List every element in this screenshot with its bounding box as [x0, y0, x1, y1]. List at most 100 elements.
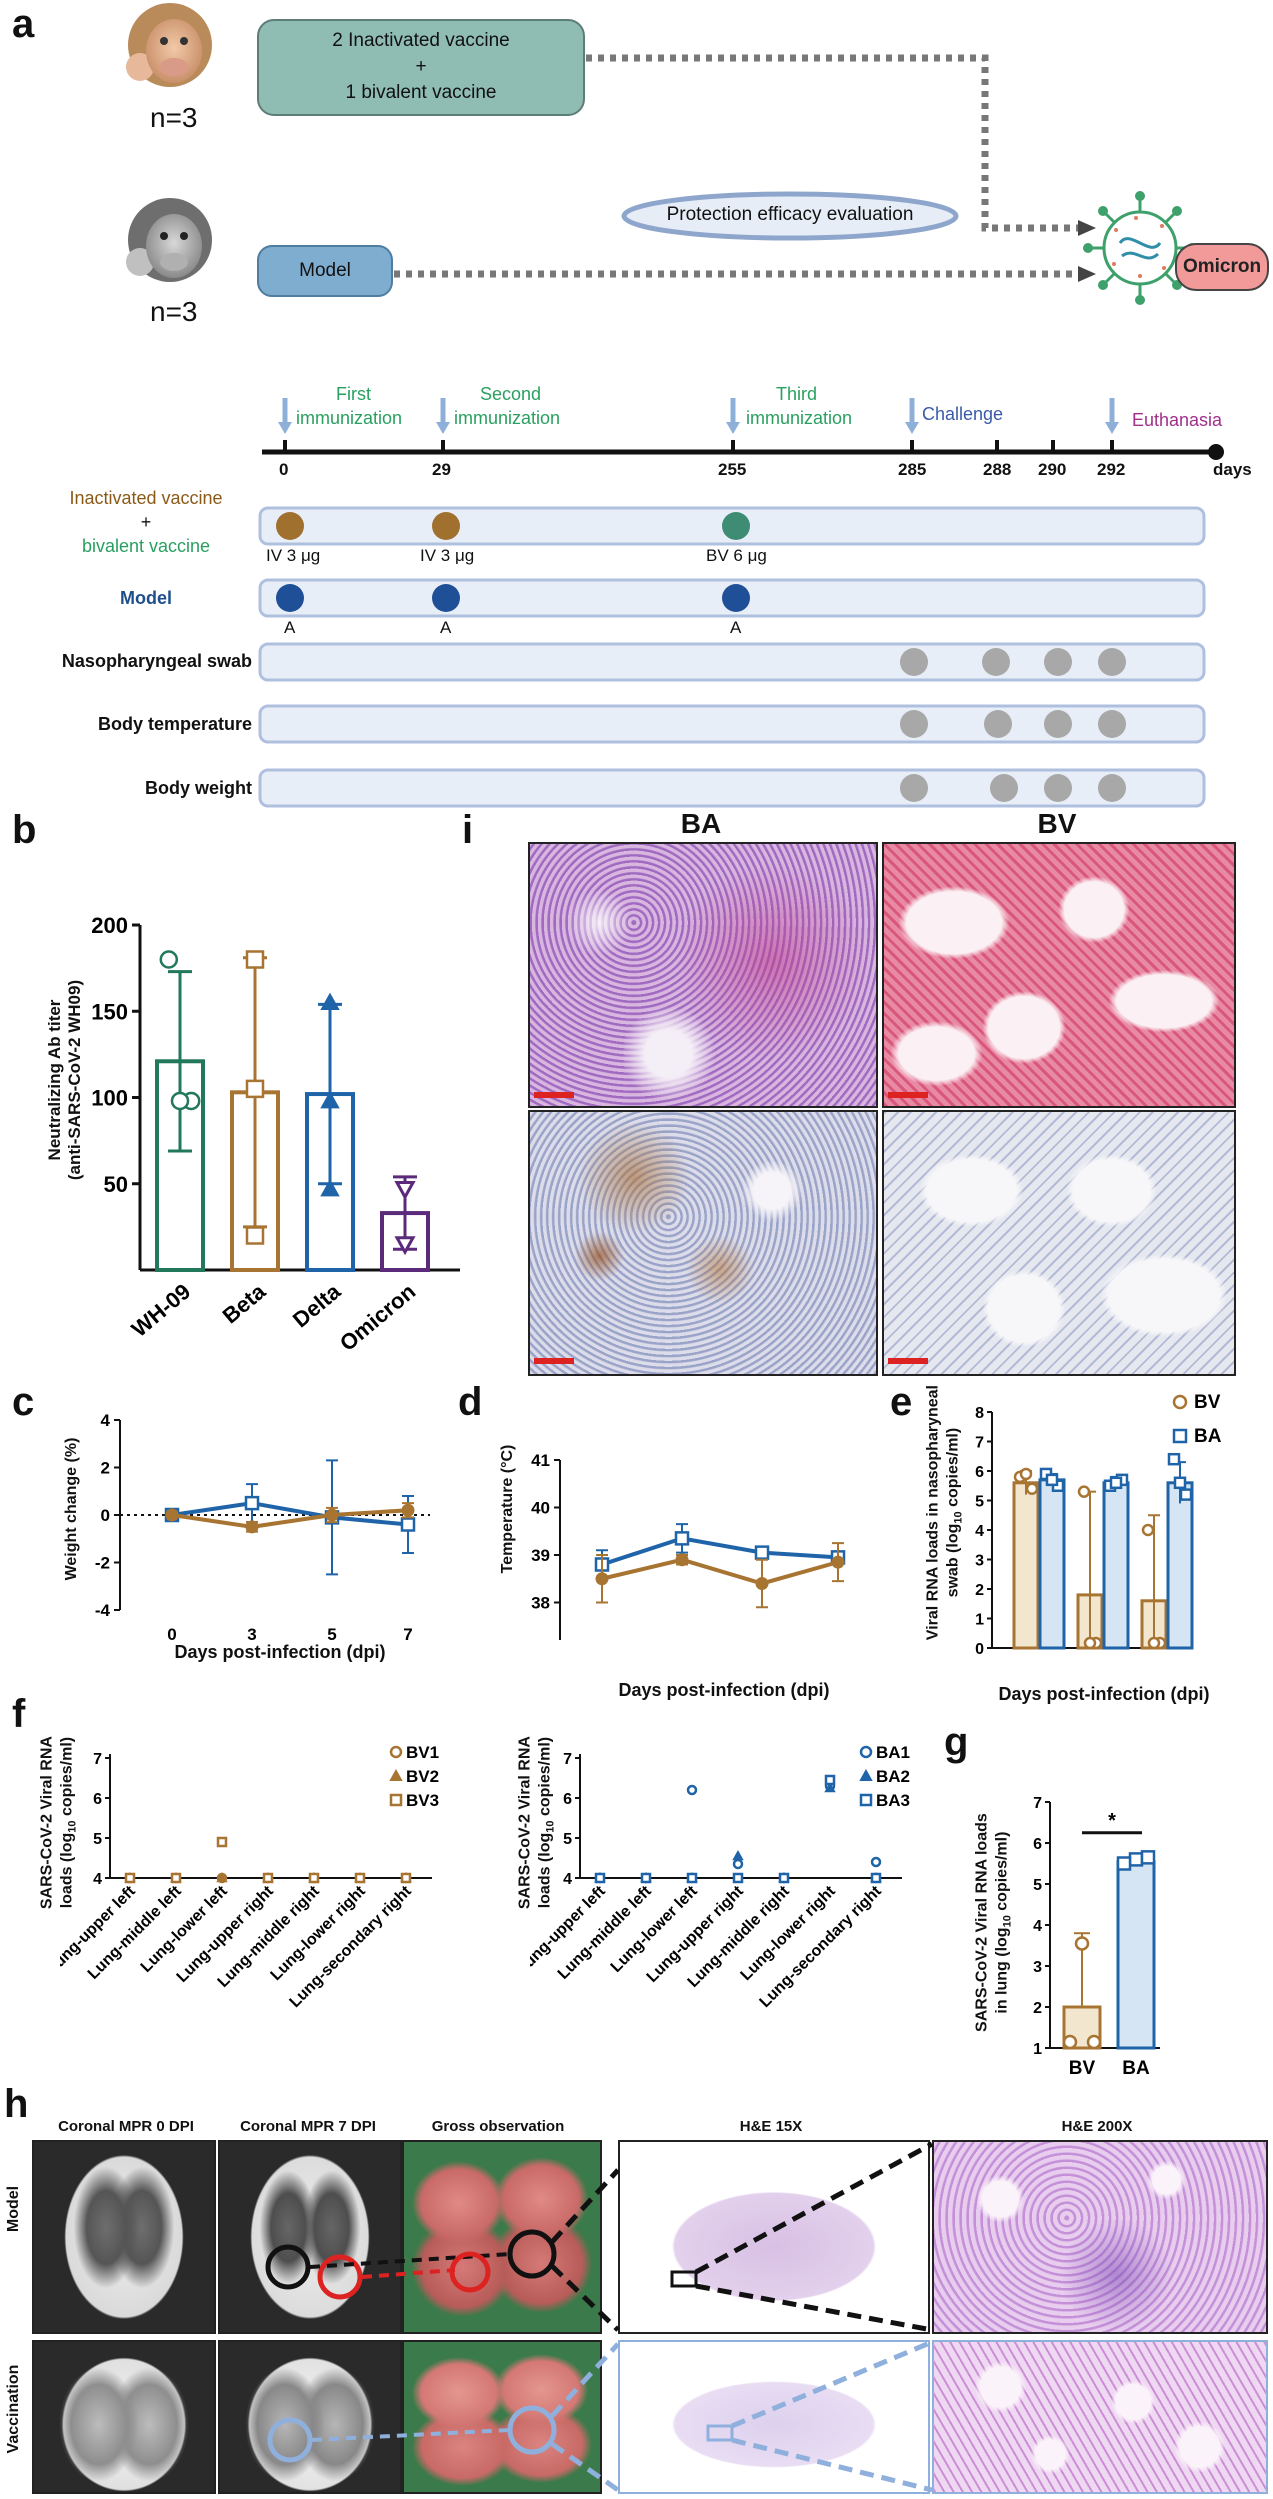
dose-dot: [276, 512, 304, 540]
y-tick-label: 38: [531, 1594, 550, 1613]
data-point: [124, 1872, 136, 1884]
data-point: [320, 992, 340, 1011]
series-line: [601, 1536, 839, 1567]
h-header: H&E 15X: [739, 2118, 803, 2135]
data-point: [732, 1849, 744, 1861]
dose-dot: [276, 584, 304, 612]
day-tick: 255: [718, 460, 747, 479]
x-tick-label: 0: [167, 1625, 176, 1640]
chart-d-xlabel: Days post-infection (dpi): [618, 1680, 830, 1700]
row-label-swab: Nasopharyngeal swab: [61, 651, 252, 671]
data-point: [400, 1517, 416, 1532]
x-tick-label: Beta: [218, 1278, 271, 1328]
row-label-vaccine-1: Inactivated vaccine: [69, 488, 223, 508]
day-tick: 292: [1097, 460, 1126, 479]
x-tick-label: Omicron: [335, 1279, 420, 1356]
y-tick-label: 6: [93, 1791, 102, 1808]
legend-label: BA1: [876, 1743, 910, 1762]
y-tick-label: 0: [101, 1506, 110, 1525]
data-point: [165, 1508, 179, 1522]
y-tick-label: 7: [1033, 1795, 1042, 1812]
data-point: [754, 1545, 770, 1560]
chart-f2-ylabel: SARS-CoV-2 Viral RNA loads (log10 copies…: [516, 1736, 557, 1910]
data-point: [1179, 1488, 1193, 1501]
y-tick-label: 150: [91, 999, 128, 1024]
panel-label-e: e: [890, 1380, 913, 1424]
he200-model: [932, 2140, 1268, 2334]
y-tick-label: 2: [975, 1582, 984, 1599]
y-tick-label: 5: [563, 1831, 572, 1848]
day-tick: 29: [432, 460, 451, 479]
data-point: [159, 950, 179, 969]
data-point: [401, 1503, 415, 1517]
chart-f1-ylabel: SARS-CoV-2 Viral RNA loads (log10 copies…: [38, 1736, 79, 1910]
vaccine-group-box: [257, 19, 585, 116]
data-point: [870, 1872, 882, 1884]
row-label-vaccine-3: bivalent vaccine: [81, 536, 211, 556]
vaccine-box-line3: 1 bivalent vaccine: [345, 82, 497, 103]
day-tick: 285: [898, 460, 927, 479]
scale-bar: [888, 1358, 928, 1364]
protection-label: Protection efficacy evaluation: [666, 204, 914, 225]
x-tick-label: 3: [247, 1625, 256, 1640]
data-point: [1109, 1476, 1123, 1490]
dose-label: A: [284, 618, 296, 637]
legend-marker: [859, 1793, 873, 1807]
data-point: [732, 1858, 744, 1870]
y-tick-label: 1: [975, 1612, 984, 1629]
legend-label: BA2: [876, 1767, 910, 1786]
chart-g: 7 6 5 4 3 2 1 BV BA *: [1033, 1795, 1160, 2079]
data-point: [824, 1774, 836, 1786]
y-tick-label: -2: [95, 1554, 110, 1573]
y-tick-label: 39: [531, 1546, 550, 1565]
y-tick-label: -4: [95, 1601, 111, 1620]
chart-e-xlabel: Days post-infection (dpi): [998, 1684, 1210, 1704]
data-point: [216, 1836, 228, 1848]
data-point: [245, 1520, 259, 1534]
x-tick-label: 7: [1165, 1657, 1174, 1658]
y-tick-label: 4: [975, 1523, 984, 1540]
data-point: [1025, 1482, 1039, 1495]
y-tick-label: 6: [975, 1464, 984, 1481]
omicron-badge: [1175, 243, 1269, 291]
dose-label: BV 6 μg: [706, 546, 767, 565]
data-point: [308, 1872, 320, 1884]
y-tick-label: 4: [1033, 1918, 1042, 1935]
y-tick-label: 6: [563, 1791, 572, 1808]
day-tick: 290: [1038, 460, 1067, 479]
panel-label-a: a: [12, 2, 35, 46]
y-tick-label: 8: [975, 1405, 984, 1422]
y-tick-label: 5: [1033, 1877, 1042, 1894]
data-point: [1173, 1476, 1187, 1490]
omicron-label: Omicron: [1182, 256, 1262, 277]
row-label-weight: Body weight: [145, 778, 252, 798]
data-point: [245, 1226, 265, 1245]
day-tick: 288: [983, 460, 1012, 479]
x-tick-label: 5: [1101, 1657, 1110, 1658]
vaccine-box-line2: +: [415, 56, 427, 77]
legend-label: BA3: [876, 1791, 910, 1810]
data-point: [755, 1577, 769, 1590]
ct-vacc-7dpi: [218, 2340, 402, 2494]
micro-ihc-bv: [882, 1110, 1236, 1376]
data-point: [1083, 1636, 1097, 1650]
legend-marker: [389, 1745, 403, 1759]
event-second-line1: Second: [480, 384, 542, 404]
y-tick-label: 7: [975, 1435, 984, 1452]
y-tick-label: 6: [1033, 1836, 1042, 1853]
legend-marker: [1172, 1428, 1188, 1444]
x-tick-label: 3: [1037, 1657, 1046, 1658]
data-point: [870, 1856, 882, 1868]
h-header: H&E 200X: [1061, 2118, 1133, 2135]
y-tick-label: 41: [531, 1451, 550, 1470]
data-point: [686, 1784, 698, 1796]
virus-icon: [1083, 191, 1197, 305]
data-point: [354, 1872, 366, 1884]
panel-label-g: g: [944, 1720, 969, 1764]
x-tick-label: 5: [327, 1625, 336, 1640]
dose-dot: [432, 584, 460, 612]
panel-label-b: b: [12, 808, 37, 852]
bar: [1012, 1481, 1040, 1650]
data-point: [594, 1872, 606, 1884]
